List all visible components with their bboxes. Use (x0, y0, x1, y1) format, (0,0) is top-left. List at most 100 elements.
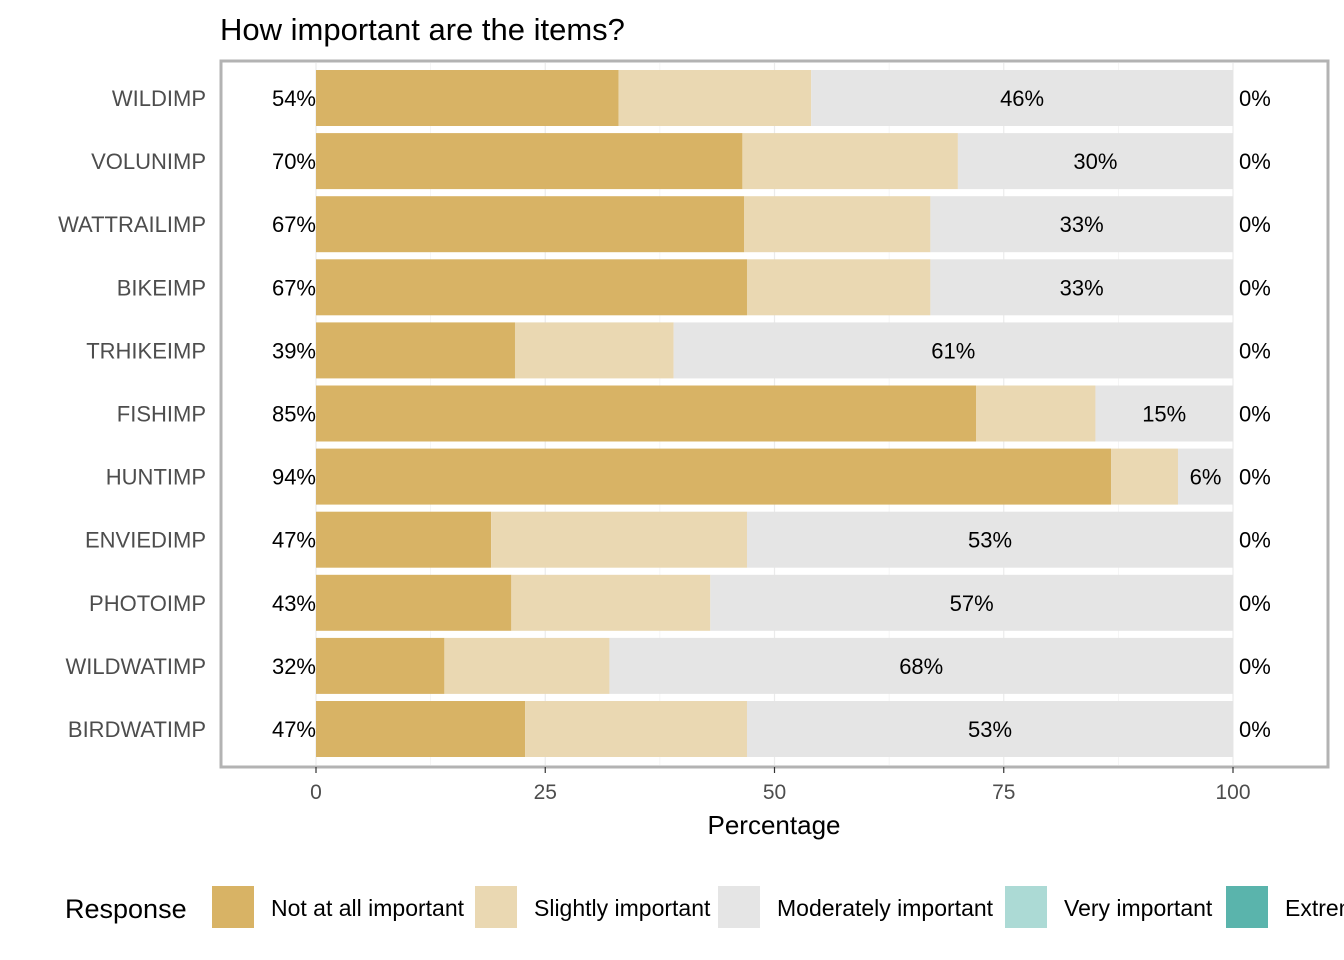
y-tick-label: TRHIKEIMP (86, 338, 206, 363)
x-axis-title: Percentage (708, 810, 841, 840)
left-percent-label: 67% (272, 275, 316, 300)
bar-segment (316, 637, 445, 694)
right-percent-label: 0% (1239, 717, 1271, 742)
bar-segment (811, 70, 1233, 126)
legend-swatch (1226, 886, 1268, 928)
right-percent-label: 0% (1239, 591, 1271, 616)
bar-segment (930, 196, 1233, 253)
left-percent-label: 47% (272, 717, 316, 742)
center-percent-label: 53% (968, 717, 1012, 742)
bar-segment (316, 574, 512, 631)
left-percent-label: 39% (272, 338, 316, 363)
bar-segment (316, 196, 745, 253)
legend: Response Not at all important Slightly im… (65, 886, 1344, 928)
x-tick-label: 0 (310, 781, 322, 804)
center-percent-label: 53% (968, 528, 1012, 553)
bar-segment (744, 196, 931, 253)
x-tick-label: 75 (992, 781, 1015, 804)
bar-segment (1095, 385, 1233, 442)
center-percent-label: 68% (899, 654, 943, 679)
legend-label: Moderately important (777, 895, 994, 921)
bar-segment (316, 448, 1112, 505)
bar-segment (316, 133, 743, 190)
y-tick-label: FISHIMP (117, 402, 206, 427)
left-percent-label: 32% (272, 654, 316, 679)
legend-swatch (718, 886, 760, 928)
bar-segment (673, 322, 1233, 379)
center-percent-label: 6% (1190, 465, 1222, 490)
left-percent-label: 70% (272, 149, 316, 174)
bar-segment (618, 70, 812, 126)
left-percent-label: 94% (272, 465, 316, 490)
y-tick-label: WATTRAILIMP (58, 212, 206, 237)
bar-segment (710, 574, 1233, 631)
legend-swatch (1005, 886, 1047, 928)
center-percent-label: 30% (1073, 149, 1117, 174)
left-percent-label: 47% (272, 528, 316, 553)
right-percent-label: 0% (1239, 465, 1271, 490)
bar-segment (609, 637, 1233, 694)
legend-label: Extremely important (1285, 895, 1344, 921)
x-axis: 0 25 50 75 100 (310, 767, 1251, 804)
center-percent-label: 15% (1142, 402, 1186, 427)
bar-segment (957, 133, 1233, 190)
right-percent-label: 0% (1239, 654, 1271, 679)
bar-segment (316, 701, 526, 757)
right-percent-label: 0% (1239, 212, 1271, 237)
center-percent-label: 61% (931, 338, 975, 363)
bar-segment (511, 574, 711, 631)
bar-segment (525, 701, 747, 757)
bar-labels: 54% 46% 0% 70% 30% 0% 67% 33% 0% 67% 33% 0% 39% 61% 0%… (272, 86, 1271, 742)
y-tick-label: HUNTIMP (106, 465, 206, 490)
x-tick-label: 25 (534, 781, 557, 804)
y-tick-label: WILDIMP (112, 86, 206, 111)
bar-segment (444, 637, 610, 694)
bar-segment (1111, 448, 1178, 505)
bar-segment (746, 511, 1233, 568)
right-percent-label: 0% (1239, 275, 1271, 300)
bar-segment (316, 511, 492, 568)
right-percent-label: 0% (1239, 402, 1271, 427)
right-percent-label: 0% (1239, 528, 1271, 553)
center-percent-label: 33% (1060, 212, 1104, 237)
left-percent-label: 43% (272, 591, 316, 616)
bar-segment (746, 701, 1233, 757)
bar-segment (930, 259, 1233, 316)
legend-swatch (212, 886, 254, 928)
bar-segment (746, 259, 931, 316)
legend-title: Response (65, 894, 187, 924)
left-percent-label: 54% (272, 86, 316, 111)
y-axis-labels: WILDIMP VOLUNIMP WATTRAILIMP BIKEIMP TRHIKEI… (58, 86, 206, 742)
bar-segment (742, 133, 958, 190)
y-tick-label: PHOTOIMP (89, 591, 206, 616)
x-tick-label: 50 (763, 781, 786, 804)
center-percent-label: 57% (950, 591, 994, 616)
y-tick-label: BIKEIMP (117, 275, 206, 300)
bar-segment (491, 511, 747, 568)
legend-label: Slightly important (534, 895, 711, 921)
bars (316, 70, 1233, 757)
y-tick-label: BIRDWATIMP (68, 717, 206, 742)
right-percent-label: 0% (1239, 149, 1271, 174)
legend-label: Not at all important (271, 895, 465, 921)
right-percent-label: 0% (1239, 338, 1271, 363)
bar-segment (1177, 448, 1233, 505)
legend-label: Very important (1064, 895, 1213, 921)
legend-swatch (475, 886, 517, 928)
center-percent-label: 46% (1000, 86, 1044, 111)
center-percent-label: 33% (1060, 275, 1104, 300)
bar-segment (316, 70, 619, 126)
left-percent-label: 85% (272, 402, 316, 427)
y-tick-label: VOLUNIMP (91, 149, 206, 174)
bar-segment (514, 322, 674, 379)
left-percent-label: 67% (272, 212, 316, 237)
bar-segment (976, 385, 1096, 442)
y-tick-label: ENVIEDIMP (85, 528, 206, 553)
bar-segment (316, 259, 747, 316)
chart-title: How important are the items? (220, 12, 625, 47)
y-tick-label: WILDWATIMP (65, 654, 206, 679)
bar-segment (316, 322, 515, 379)
x-tick-label: 100 (1215, 781, 1250, 804)
bar-segment (316, 385, 977, 442)
